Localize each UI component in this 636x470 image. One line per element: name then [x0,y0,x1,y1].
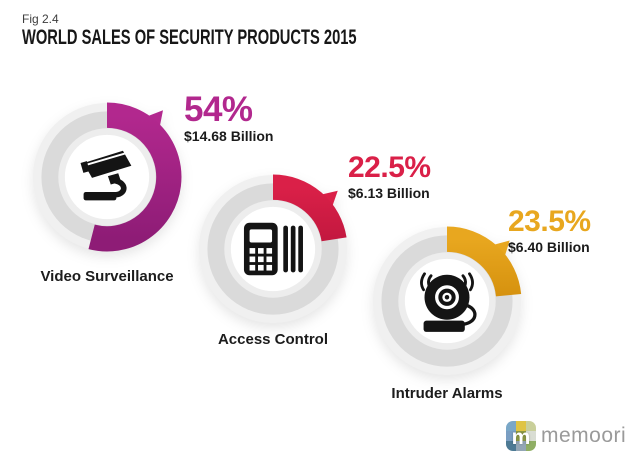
logo-mosaic-tiles [506,421,536,451]
percent-value: 23.5% [508,205,591,238]
logo-monogram: m [511,425,531,449]
donut-arc [272,174,347,242]
figure-number: Fig 2.4 [22,12,59,26]
dollar-value: $6.13 Billion [348,184,430,201]
keypad-card-reader-icon [243,222,303,276]
percent-value: 54% [184,90,253,129]
stat-intruder-alarms: 23.5% $6.40 Billion [508,205,591,255]
donut-chart-access-control [198,174,348,324]
dollar-value: $6.40 Billion [508,238,590,255]
stat-video-surveillance: 54% $14.68 Billion [184,90,274,145]
memoori-logo-icon: m [506,421,536,451]
donut-chart-intruder-alarms [372,226,522,376]
category-label-access-control: Access Control [217,331,329,348]
category-label-video-surveillance: Video Surveillance [40,268,174,285]
percent-value: 22.5% [348,151,431,184]
alarm-bell-icon [420,272,477,332]
stat-access-control: 22.5% $6.13 Billion [348,151,431,201]
dollar-value: $14.68 Billion [184,128,274,145]
page-title: WORLD SALES OF SECURITY PRODUCTS 2015 [22,26,357,49]
donut-arc [446,226,522,297]
donut-arc [88,102,182,252]
cctv-camera-icon [80,150,132,201]
logo-wordmark: memoori [541,424,627,447]
memoori-logo: m memoori [506,421,626,451]
category-label-intruder-alarms: Intruder Alarms [391,385,503,402]
donut-chart-video-surveillance [32,102,182,252]
